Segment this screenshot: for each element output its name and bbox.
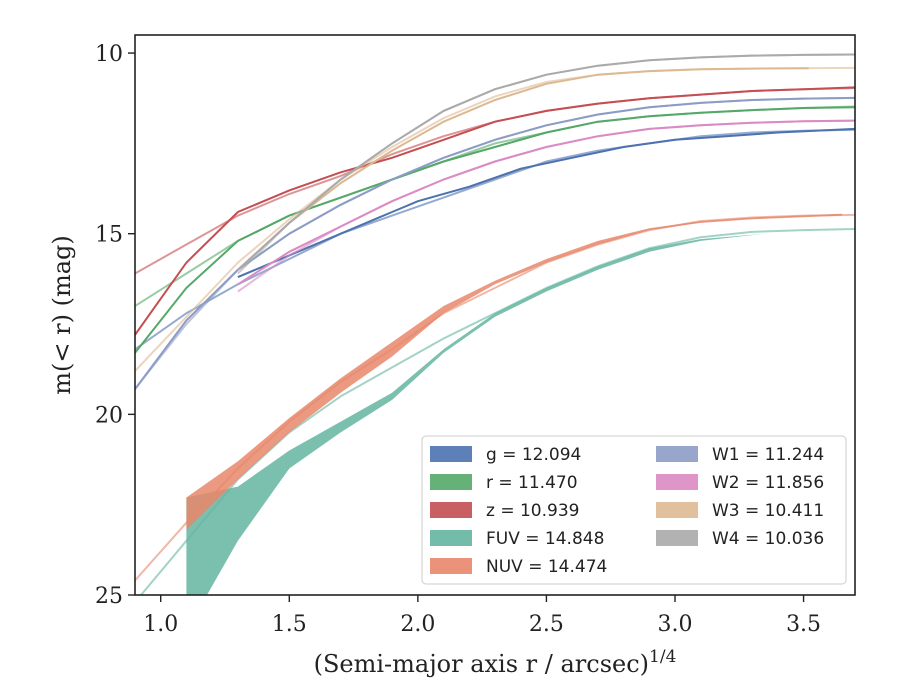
series-1 [135,105,855,354]
series-model-line [135,96,855,390]
x-tick-label: 3.5 [786,612,821,637]
series-layer [135,53,855,595]
series-8 [237,53,855,275]
x-axis: 1.0 1.5 2.0 2.5 3.0 3.5 [143,595,821,637]
y-tick-label: 25 [95,584,123,609]
series-data-line [237,53,855,271]
series-4 [135,213,855,582]
series-data-line [135,86,855,336]
y-tick-label: 15 [95,223,123,248]
legend-swatch [430,530,472,546]
x-tick-label: 3.0 [658,612,693,637]
legend-label: r = 11.470 [486,473,578,493]
legend-label: W2 = 11.856 [712,473,824,493]
series-6 [237,119,855,293]
legend-box [421,435,847,585]
x-axis-label: (Semi-major axis r / arcsec)1/4 [314,647,677,678]
series-5 [135,96,855,390]
legend-label: g = 12.094 [486,445,581,465]
series-model-line [139,228,855,595]
legend-label: W1 = 11.244 [712,445,824,465]
y-tick-label: 10 [95,42,123,67]
legend-label: z = 10.939 [486,501,579,521]
plot-frame [134,34,856,596]
legend-swatch [656,502,698,518]
series-2 [135,86,855,336]
x-axis-label-exponent: 1/4 [649,647,676,667]
legend-swatch [430,446,472,462]
legend-label: W3 = 10.411 [712,501,824,521]
y-tick-label: 20 [95,403,123,428]
y-axis-label: m(< r) (mag) [48,235,76,394]
x-tick-label: 1.0 [143,612,178,637]
legend-swatch [430,558,472,574]
series-model-line [135,87,855,275]
legend-swatch [430,502,472,518]
series-model-line [135,128,855,351]
legend-swatch [656,446,698,462]
x-tick-label: 1.5 [272,612,307,637]
series-3 [139,228,855,595]
legend: g = 12.094 r = 11.470 z = 10.939 FUV = 14.8… [421,435,847,585]
series-data-line [237,119,855,286]
series-model-line [135,213,855,582]
x-tick-label: 2.0 [400,612,435,637]
series-data-line [135,106,855,354]
series-data-line [237,67,809,271]
legend-label: FUV = 14.848 [486,529,604,549]
series-data-line [237,127,855,279]
legend-label: W4 = 10.036 [712,529,824,549]
y-axis: 10 15 20 25 [95,42,135,609]
series-0 [135,127,855,351]
legend-swatch [656,530,698,546]
legend-swatch [430,474,472,490]
x-tick-label: 2.5 [529,612,564,637]
series-model-line [135,105,855,307]
series-data-line [135,96,855,390]
series-7 [135,66,855,372]
legend-label: NUV = 14.474 [486,557,607,577]
x-axis-label-text: (Semi-major axis r / arcsec) [314,650,649,678]
legend-swatch [656,474,698,490]
